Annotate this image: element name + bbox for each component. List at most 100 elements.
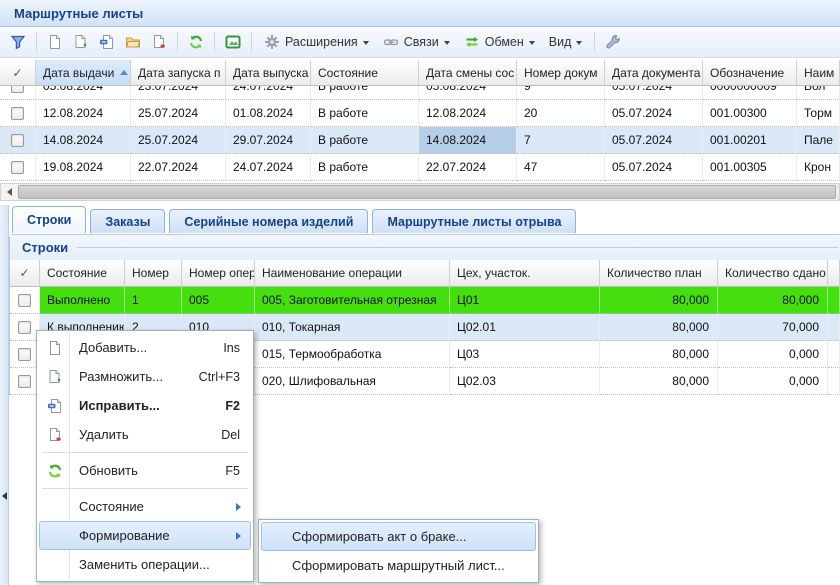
column-header-issue-date[interactable]: Дата выдачи [36, 60, 131, 86]
table-row[interactable]: 05.08.2024 23.07.2024 24.07.2024 В работ… [0, 86, 840, 100]
column-header-launch-date[interactable]: Дата запуска п [131, 60, 226, 86]
cell[interactable]: 0,000 [718, 368, 828, 395]
cell[interactable]: 80,000 [600, 287, 718, 314]
cell[interactable]: 001.00201 [703, 127, 797, 154]
row-checkbox[interactable] [11, 86, 24, 93]
add-button[interactable] [42, 30, 68, 54]
cell[interactable]: 22.07.2024 [131, 154, 226, 181]
cell[interactable] [828, 287, 840, 314]
exchange-menu-button[interactable]: Обмен [457, 30, 542, 54]
cell[interactable]: 7 [517, 127, 605, 154]
cell[interactable]: В работе [311, 127, 419, 154]
cell[interactable]: В работе [311, 86, 419, 100]
cell[interactable]: 05.08.2024 [419, 86, 517, 100]
cell[interactable]: 23.07.2024 [131, 86, 226, 100]
cell[interactable]: Ц02.01 [450, 314, 600, 341]
cell[interactable]: 24.07.2024 [226, 154, 311, 181]
column-header-op-name[interactable]: Наименование операции [255, 260, 450, 287]
submenu-item-route-sheet[interactable]: Сформировать маршрутный лист... [292, 558, 505, 573]
delete-button[interactable] [146, 30, 172, 54]
cell[interactable]: 05.07.2024 [605, 127, 703, 154]
scrollbar-thumb[interactable] [18, 185, 836, 199]
column-header-state-change-date[interactable]: Дата смены сос [419, 60, 517, 86]
menu-item-delete[interactable]: Удалить Del [39, 420, 251, 449]
tab-serial-numbers[interactable]: Серийные номера изделий [169, 209, 369, 233]
cell[interactable]: В работе [311, 100, 419, 127]
edit-button[interactable] [94, 30, 120, 54]
column-header-number[interactable]: Номер [125, 260, 182, 287]
column-header-state[interactable]: Состояние [40, 260, 125, 287]
cell[interactable]: 0,000 [718, 341, 828, 368]
column-header-workshop[interactable]: Цех, участок. [450, 260, 600, 287]
cell[interactable]: Крон [797, 154, 840, 181]
cell[interactable]: 12.08.2024 [419, 100, 517, 127]
cell[interactable]: 14.08.2024 [36, 127, 131, 154]
cell[interactable] [828, 314, 840, 341]
cell[interactable]: 25.07.2024 [131, 100, 226, 127]
cell[interactable]: 12.08.2024 [36, 100, 131, 127]
row-checkbox[interactable] [11, 133, 24, 147]
cell[interactable]: Ц02.03 [450, 368, 600, 395]
select-all-header[interactable]: ✓ [0, 60, 36, 86]
tab-orders[interactable]: Заказы [90, 209, 166, 233]
cell[interactable]: 80,000 [600, 368, 718, 395]
table-row[interactable]: 19.08.2024 22.07.2024 24.07.2024 В работ… [0, 154, 840, 181]
cell[interactable] [828, 368, 840, 395]
table-row[interactable]: 12.08.2024 25.07.2024 01.08.2024 В работ… [0, 100, 840, 127]
cell[interactable]: 29.07.2024 [226, 127, 311, 154]
menu-item-edit[interactable]: Исправить... F2 [39, 391, 251, 420]
panel-collapse-bar[interactable] [0, 205, 9, 585]
cell[interactable]: 80,000 [718, 287, 828, 314]
row-checkbox[interactable] [11, 160, 24, 174]
cell[interactable]: 001.00305 [703, 154, 797, 181]
column-header-qty-plan[interactable]: Количество план [600, 260, 718, 287]
cell[interactable]: 9 [517, 86, 605, 100]
cell[interactable]: 1 [125, 287, 182, 314]
extensions-menu-button[interactable]: Расширения [257, 30, 376, 54]
cell[interactable]: 05.07.2024 [605, 86, 703, 100]
row-checkbox[interactable] [18, 347, 31, 361]
filter-button[interactable] [5, 30, 31, 54]
cell[interactable]: 001.00300 [703, 100, 797, 127]
menu-item-duplicate[interactable]: Размножить... Ctrl+F3 [39, 362, 251, 391]
cell[interactable]: Ц03 [450, 341, 600, 368]
cell[interactable]: 01.08.2024 [226, 100, 311, 127]
cell[interactable]: 05.07.2024 [605, 100, 703, 127]
column-header-doc-date[interactable]: Дата документа [605, 60, 703, 86]
cell[interactable]: Вол [797, 86, 840, 100]
row-checkbox[interactable] [18, 320, 31, 334]
cell[interactable]: 20 [517, 100, 605, 127]
cell[interactable]: 80,000 [600, 314, 718, 341]
cell-focused[interactable]: 14.08.2024 [419, 127, 517, 154]
scroll-left-button[interactable] [1, 184, 17, 200]
column-header-name[interactable]: Наим [797, 60, 840, 86]
tab-lines[interactable]: Строки [12, 206, 87, 233]
column-header-extra[interactable] [828, 260, 840, 287]
column-header-state[interactable]: Состояние [311, 60, 419, 86]
row-checkbox[interactable] [18, 374, 31, 388]
cell[interactable]: 80,000 [600, 341, 718, 368]
cell[interactable]: 22.07.2024 [419, 154, 517, 181]
submenu-item-defect-act[interactable]: Сформировать акт о браке... [261, 522, 536, 551]
refresh-button[interactable] [183, 30, 209, 54]
cell[interactable] [828, 341, 840, 368]
table-row-selected[interactable]: 14.08.2024 25.07.2024 29.07.2024 В работ… [0, 127, 840, 154]
menu-item-state[interactable]: Состояние [39, 492, 251, 521]
cell[interactable]: 05.07.2024 [605, 154, 703, 181]
row-checkbox[interactable] [18, 293, 31, 307]
cell[interactable]: 005, Заготовительная отрезная [255, 287, 450, 314]
column-header-release-date[interactable]: Дата выпуска п [226, 60, 311, 86]
cell[interactable]: 015, Термообработка [255, 341, 450, 368]
cell[interactable]: 47 [517, 154, 605, 181]
horizontal-scrollbar[interactable] [0, 183, 840, 201]
column-header-qty-done[interactable]: Количество сдано [718, 260, 828, 287]
export-button[interactable] [220, 30, 246, 54]
cell[interactable]: Выполнено [40, 287, 125, 314]
column-header-op-number[interactable]: Номер опера [182, 260, 255, 287]
settings-button[interactable] [600, 30, 626, 54]
column-header-designation[interactable]: Обозначение [703, 60, 797, 86]
cell[interactable]: 020, Шлифовальная [255, 368, 450, 395]
cell[interactable]: В работе [311, 154, 419, 181]
cell[interactable]: 05.08.2024 [36, 86, 131, 100]
cell[interactable]: Торм [797, 100, 840, 127]
